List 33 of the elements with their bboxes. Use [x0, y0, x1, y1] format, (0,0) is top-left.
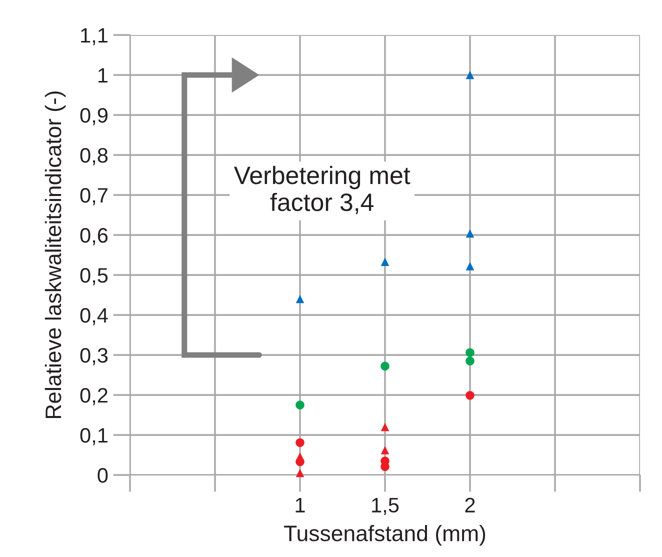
y-tick-label: 0,7 — [80, 188, 108, 206]
y-tick-label: 0,8 — [80, 148, 108, 166]
y-tick-label: 0,5 — [80, 268, 108, 286]
y-axis-title: Relatieve laskwaliteitsindicator (-) — [44, 92, 66, 418]
point — [466, 229, 474, 238]
point — [466, 356, 474, 366]
point — [296, 400, 304, 410]
y-tick-label: 0,1 — [80, 428, 108, 446]
y-tick-label: 0,6 — [80, 228, 108, 246]
x-axis-title: Tussenafstand (mm) — [284, 524, 486, 546]
x-tick-label: 1 — [296, 498, 305, 512]
point — [380, 258, 390, 266]
point — [296, 294, 304, 304]
x-tick-label: 2 — [465, 498, 475, 512]
point — [296, 452, 304, 461]
y-tick-label: 0 — [98, 468, 108, 483]
point — [466, 262, 474, 270]
point — [466, 391, 474, 400]
y-tick-label: 0,2 — [80, 388, 108, 406]
y-tick-label: 1,1 — [81, 28, 108, 46]
y-tick-label: 1 — [98, 68, 108, 83]
point — [380, 362, 390, 371]
y-tick-label: 0,3 — [80, 348, 108, 366]
annotation: Verbetering met factor 3,4 — [234, 166, 410, 214]
point — [466, 70, 474, 80]
point — [296, 468, 304, 478]
x-tick-label: 1,5 — [372, 498, 399, 515]
y-tick-label: 0,9 — [80, 108, 108, 126]
point — [380, 446, 390, 454]
point — [380, 422, 390, 432]
y-tick-label: 0,4 — [80, 308, 108, 326]
point — [296, 438, 304, 447]
point — [466, 348, 474, 357]
